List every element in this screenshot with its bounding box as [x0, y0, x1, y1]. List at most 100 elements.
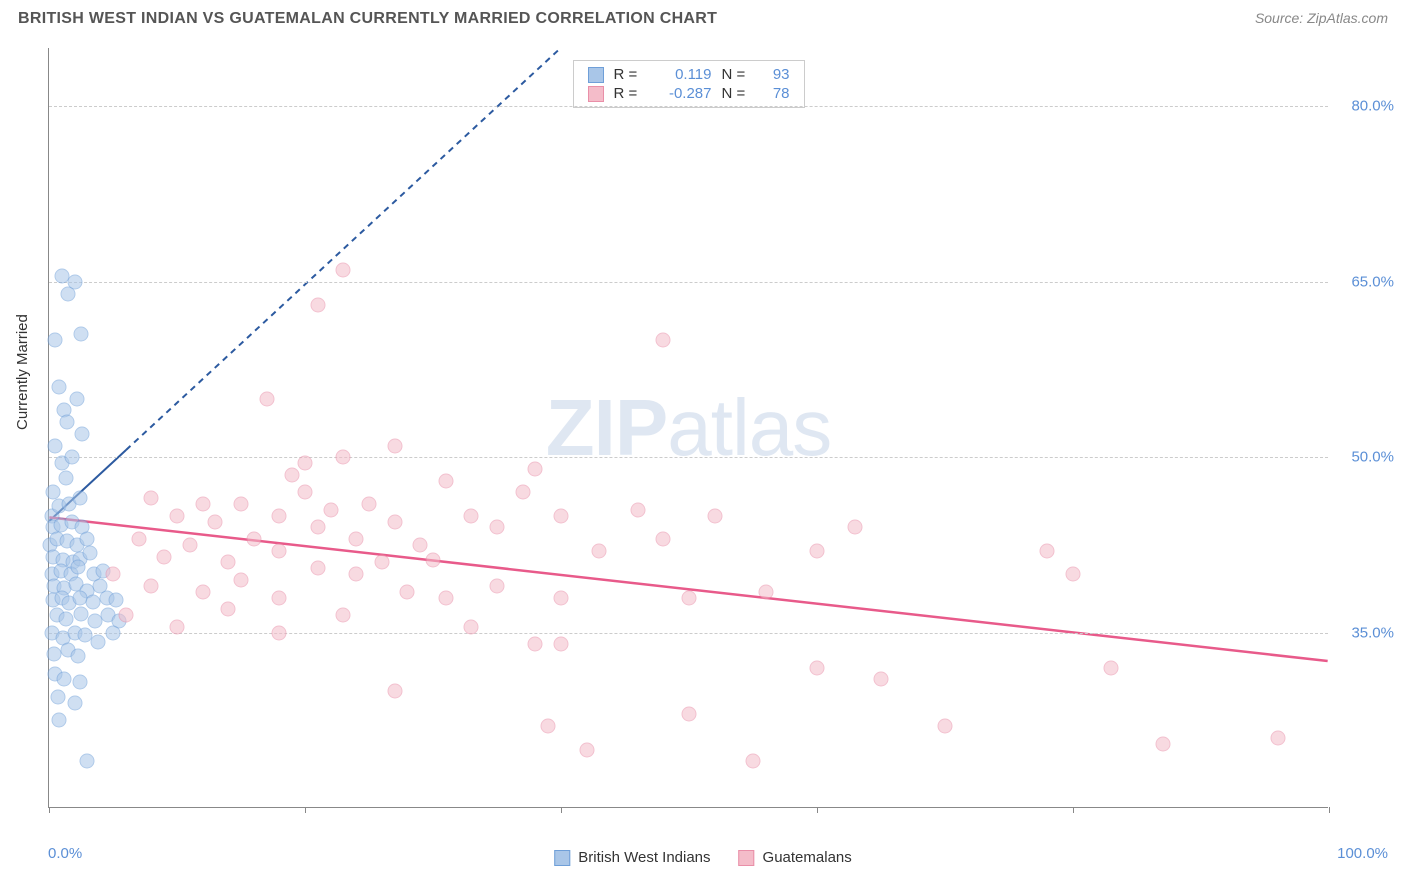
scatter-point-bwi — [58, 611, 73, 626]
scatter-point-bwi — [108, 592, 123, 607]
scatter-point-bwi — [52, 713, 67, 728]
scatter-point-guat — [1155, 736, 1170, 751]
scatter-point-guat — [144, 578, 159, 593]
source-label: Source: ZipAtlas.com — [1255, 10, 1388, 26]
legend-label-guat: Guatemalans — [763, 849, 852, 866]
legend-swatch-guat — [739, 850, 755, 866]
scatter-point-guat — [1066, 567, 1081, 582]
ytick-label: 65.0% — [1351, 273, 1394, 290]
yaxis-title: Currently Married — [14, 314, 31, 430]
scatter-point-guat — [554, 590, 569, 605]
scatter-point-bwi — [80, 754, 95, 769]
gridline — [49, 457, 1328, 458]
scatter-point-guat — [272, 508, 287, 523]
scatter-point-bwi — [61, 286, 76, 301]
x-label-min: 0.0% — [48, 845, 82, 862]
scatter-point-guat — [848, 520, 863, 535]
scatter-point-guat — [106, 567, 121, 582]
gridline — [49, 633, 1328, 634]
scatter-point-guat — [515, 485, 530, 500]
swatch-bwi — [588, 67, 604, 83]
stat-n-label: N = — [722, 66, 750, 83]
scatter-point-guat — [579, 742, 594, 757]
stat-n-value-bwi: 93 — [760, 66, 790, 83]
gridline — [49, 282, 1328, 283]
scatter-point-guat — [246, 532, 261, 547]
scatter-point-bwi — [72, 491, 87, 506]
scatter-point-guat — [259, 391, 274, 406]
scatter-point-guat — [387, 514, 402, 529]
scatter-point-guat — [541, 719, 556, 734]
stats-row-bwi: R = 0.119 N = 93 — [588, 65, 790, 84]
scatter-point-guat — [656, 333, 671, 348]
scatter-point-guat — [464, 619, 479, 634]
scatter-point-guat — [349, 567, 364, 582]
legend-item-guat: Guatemalans — [739, 849, 852, 866]
scatter-point-bwi — [58, 471, 73, 486]
xtick — [49, 807, 50, 813]
scatter-point-guat — [874, 672, 889, 687]
scatter-point-bwi — [74, 606, 89, 621]
scatter-point-bwi — [67, 695, 82, 710]
scatter-point-guat — [387, 684, 402, 699]
xtick — [817, 807, 818, 813]
ytick-label: 35.0% — [1351, 624, 1394, 641]
scatter-point-guat — [234, 573, 249, 588]
scatter-point-bwi — [70, 391, 85, 406]
stat-r-value-bwi: 0.119 — [652, 66, 712, 83]
scatter-point-bwi — [82, 546, 97, 561]
scatter-point-bwi — [71, 560, 86, 575]
stat-r-label: R = — [614, 66, 642, 83]
scatter-point-guat — [938, 719, 953, 734]
scatter-point-guat — [656, 532, 671, 547]
legend: British West Indians Guatemalans — [554, 849, 852, 866]
scatter-point-bwi — [65, 450, 80, 465]
xtick — [305, 807, 306, 813]
swatch-guat — [588, 86, 604, 102]
scatter-point-guat — [336, 450, 351, 465]
scatter-point-bwi — [47, 646, 62, 661]
scatter-point-guat — [630, 502, 645, 517]
stats-box: R =0.119N =93R =-0.287N =78 — [573, 60, 805, 108]
scatter-point-bwi — [90, 634, 105, 649]
scatter-point-guat — [310, 561, 325, 576]
xtick — [561, 807, 562, 813]
scatter-point-guat — [157, 549, 172, 564]
scatter-point-guat — [387, 438, 402, 453]
scatter-point-bwi — [57, 672, 72, 687]
scatter-point-guat — [221, 602, 236, 617]
scatter-point-bwi — [50, 689, 65, 704]
legend-swatch-bwi — [554, 850, 570, 866]
scatter-point-guat — [810, 543, 825, 558]
scatter-point-guat — [426, 553, 441, 568]
scatter-point-guat — [323, 502, 338, 517]
xtick — [1073, 807, 1074, 813]
scatter-point-guat — [758, 584, 773, 599]
scatter-point-guat — [272, 625, 287, 640]
scatter-point-bwi — [80, 532, 95, 547]
stat-r-label: R = — [614, 85, 642, 102]
scatter-point-guat — [336, 608, 351, 623]
scatter-point-bwi — [72, 674, 87, 689]
scatter-point-guat — [221, 555, 236, 570]
scatter-point-guat — [272, 543, 287, 558]
scatter-point-guat — [195, 497, 210, 512]
scatter-point-guat — [298, 485, 313, 500]
legend-item-bwi: British West Indians — [554, 849, 710, 866]
scatter-point-guat — [490, 578, 505, 593]
scatter-point-guat — [144, 491, 159, 506]
legend-label-bwi: British West Indians — [578, 849, 710, 866]
scatter-point-guat — [234, 497, 249, 512]
scatter-point-bwi — [85, 595, 100, 610]
scatter-point-bwi — [48, 333, 63, 348]
scatter-point-guat — [413, 537, 428, 552]
scatter-point-bwi — [59, 415, 74, 430]
scatter-point-guat — [490, 520, 505, 535]
scatter-point-guat — [131, 532, 146, 547]
scatter-point-guat — [195, 584, 210, 599]
scatter-point-guat — [362, 497, 377, 512]
scatter-point-guat — [554, 637, 569, 652]
scatter-point-guat — [285, 467, 300, 482]
stat-n-value-guat: 78 — [760, 85, 790, 102]
scatter-point-guat — [182, 537, 197, 552]
